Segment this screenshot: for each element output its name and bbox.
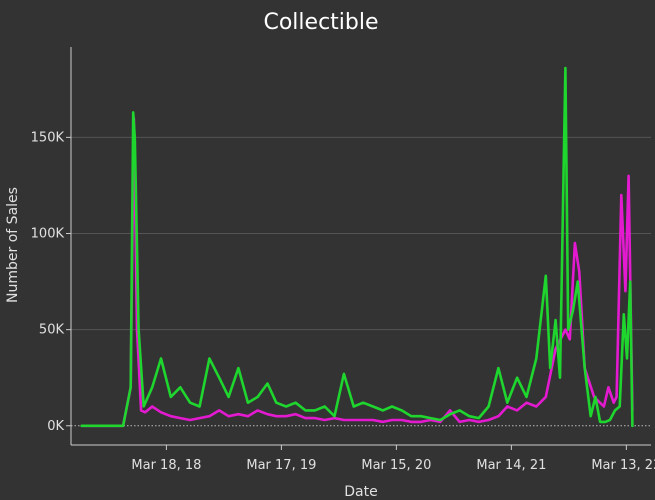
x-ticks: Mar 18, 18 Mar 17, 19 Mar 15, 20 Mar 14, 21… (131, 445, 655, 473)
x-tick-label: Mar 17, 19 (246, 458, 316, 473)
y-axis-label: Number of Sales (5, 187, 21, 303)
x-tick-label: Mar 13, 22 (591, 458, 655, 473)
chart-title: Collectible (263, 10, 378, 35)
y-tick-label: 100K (31, 227, 65, 242)
x-tick-label: Mar 18, 18 (131, 458, 201, 473)
y-tick-label: 0K (47, 419, 64, 434)
x-tick-label: Mar 14, 21 (476, 458, 546, 473)
y-tick-label: 50K (39, 323, 65, 338)
y-ticks: 0K 50K 100K 150K (31, 130, 71, 434)
x-axis-label: Date (344, 484, 377, 500)
x-tick-label: Mar 15, 20 (361, 458, 431, 473)
series-lines (80, 66, 634, 428)
y-tick-label: 150K (31, 130, 65, 145)
series-line-2 (80, 66, 634, 428)
series-line-1 (80, 116, 634, 428)
axes (70, 47, 651, 446)
